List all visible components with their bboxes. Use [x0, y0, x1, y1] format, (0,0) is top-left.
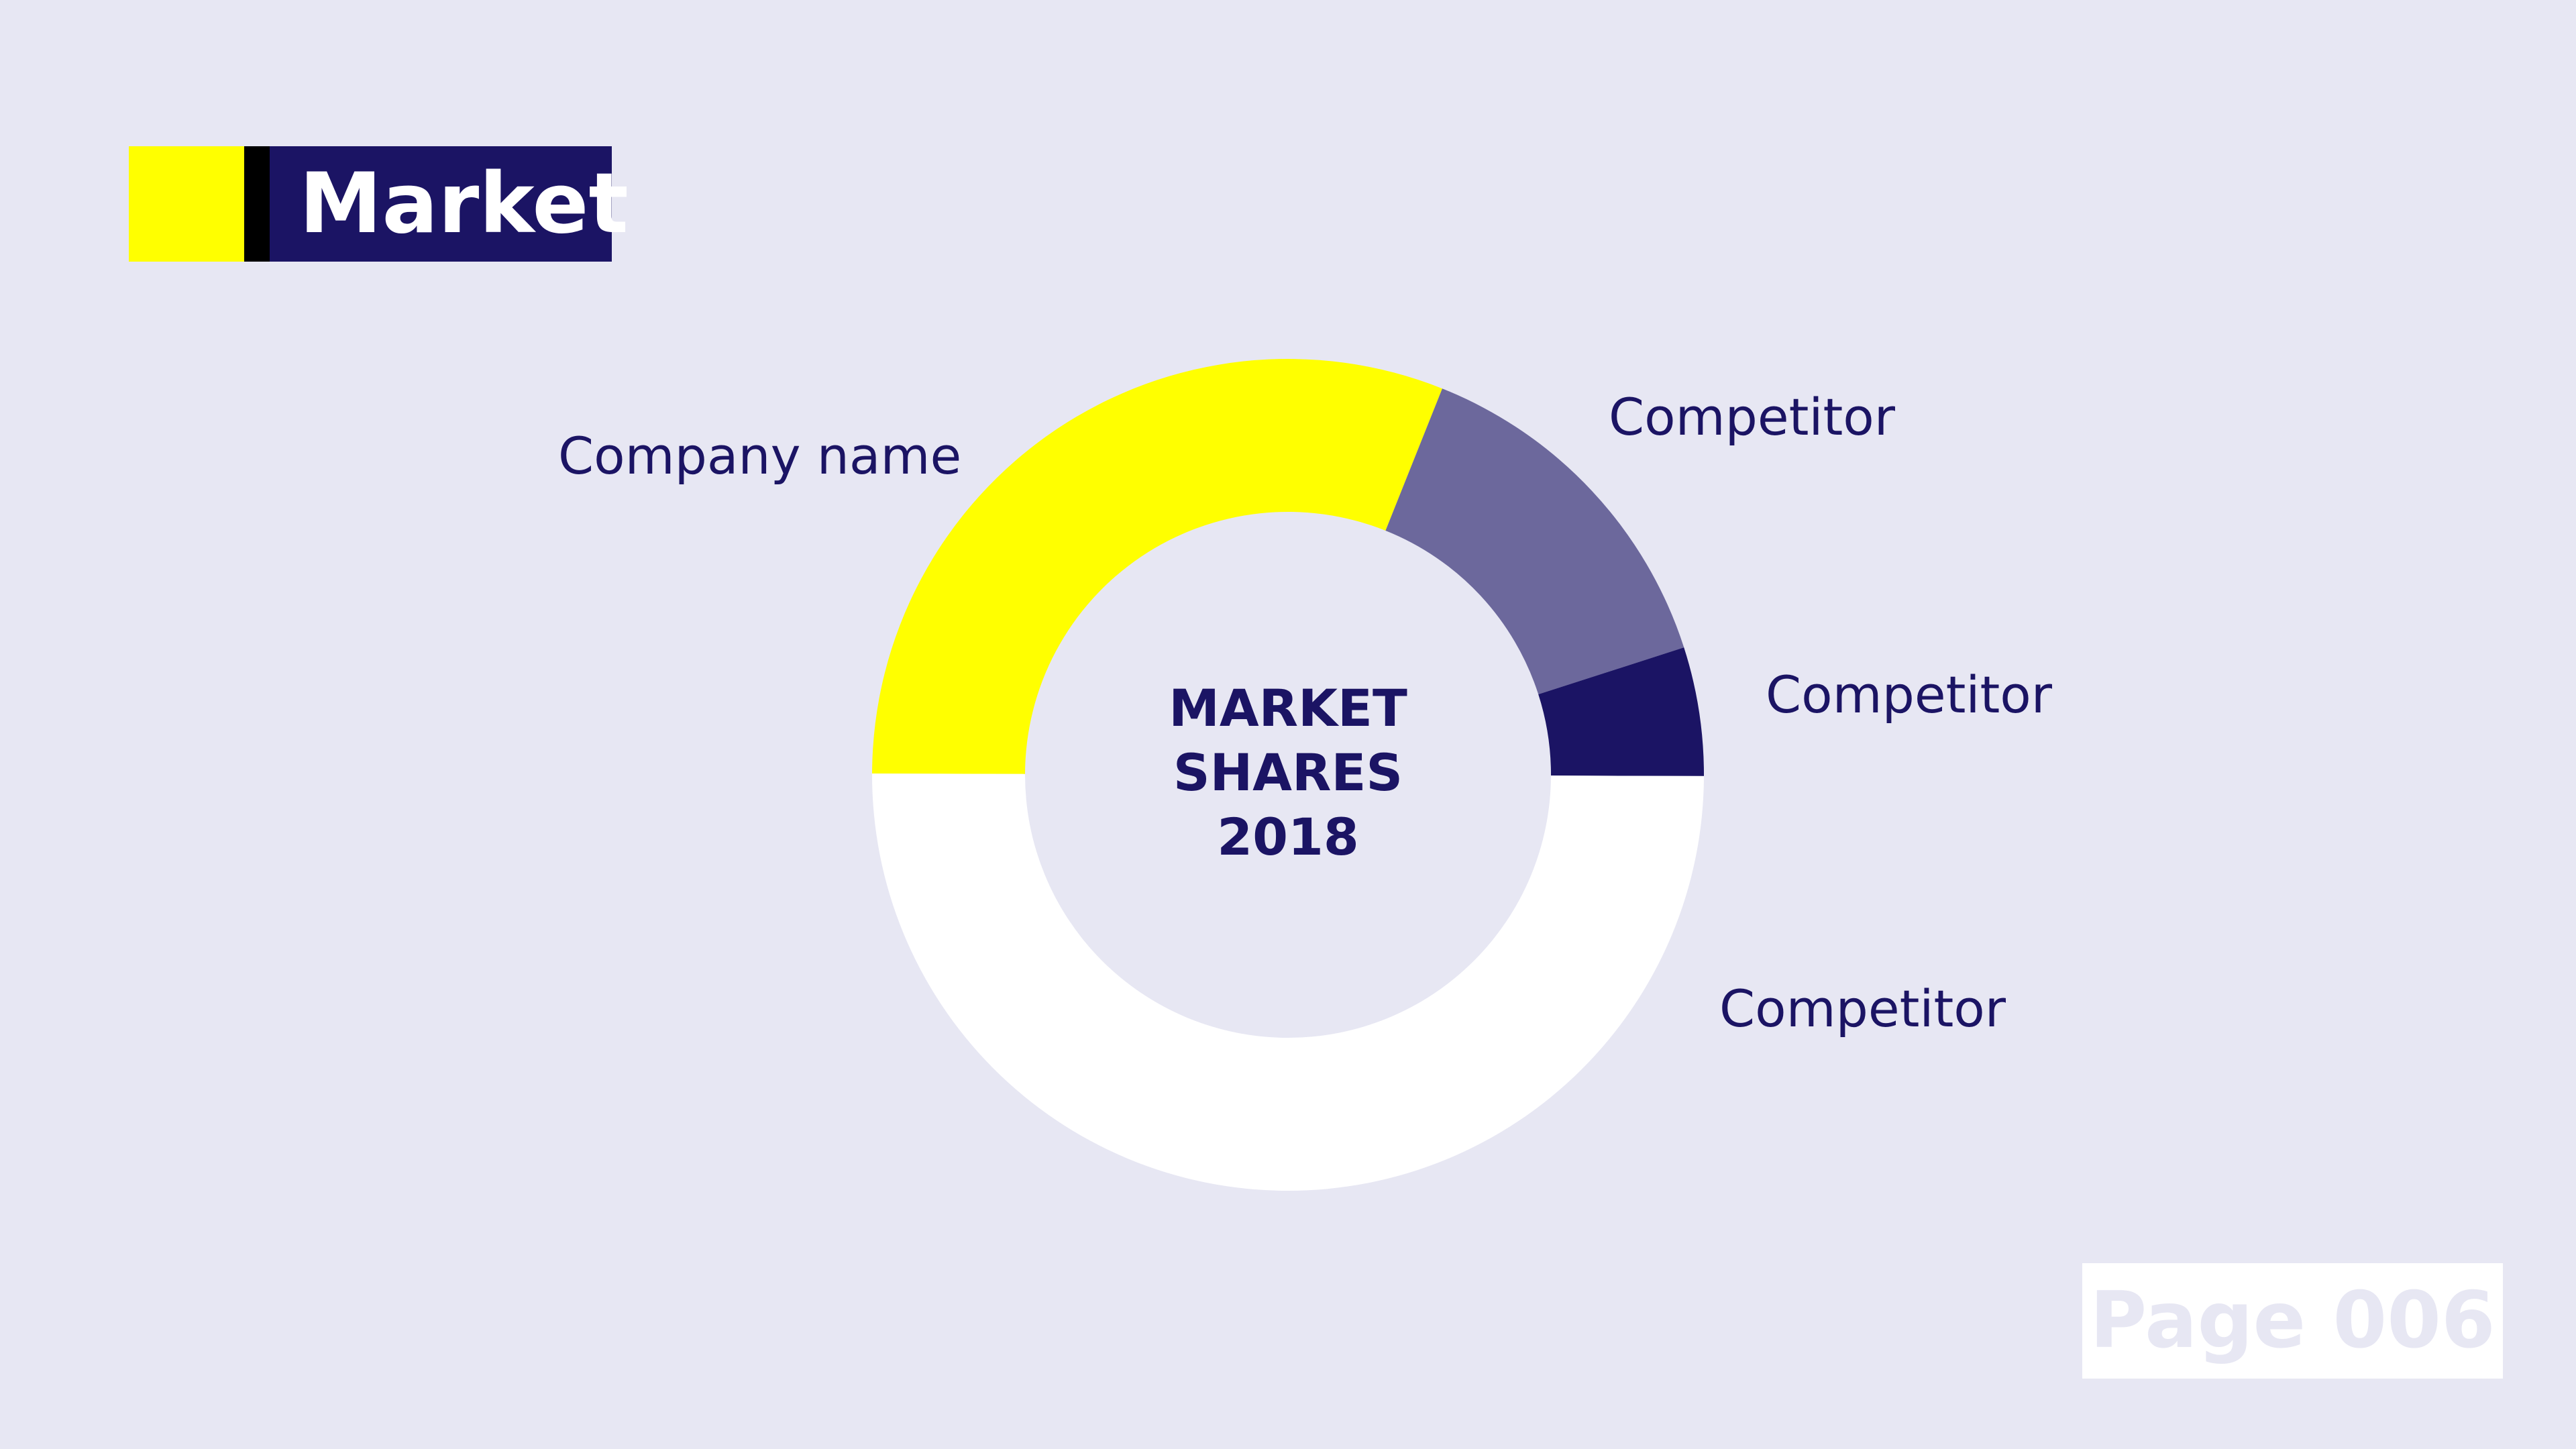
donut-slice-3 [1538, 647, 1704, 776]
header-accent-block [129, 146, 244, 262]
section-header: Market [129, 146, 629, 262]
donut-slice-1 [872, 359, 1442, 774]
segment-label-company-name: Company name [558, 426, 962, 486]
segment-label-competitor-2: Competitor [1766, 665, 2053, 724]
segment-label-competitor-1: Competitor [1609, 387, 1896, 447]
donut-slice-4 [872, 773, 1704, 1191]
center-label-line-2: SHARES [1173, 743, 1403, 802]
donut-center-label: MARKET SHARES 2018 [1087, 676, 1489, 869]
section-title: Market [270, 146, 629, 262]
page-number-badge: Page 006 [2082, 1263, 2503, 1379]
segment-label-competitor-3: Competitor [1719, 979, 2006, 1038]
center-label-line-3: 2018 [1217, 807, 1359, 867]
donut-slice-2 [1385, 388, 1684, 694]
header-divider-bar [244, 146, 270, 262]
center-label-line-1: MARKET [1169, 678, 1407, 738]
